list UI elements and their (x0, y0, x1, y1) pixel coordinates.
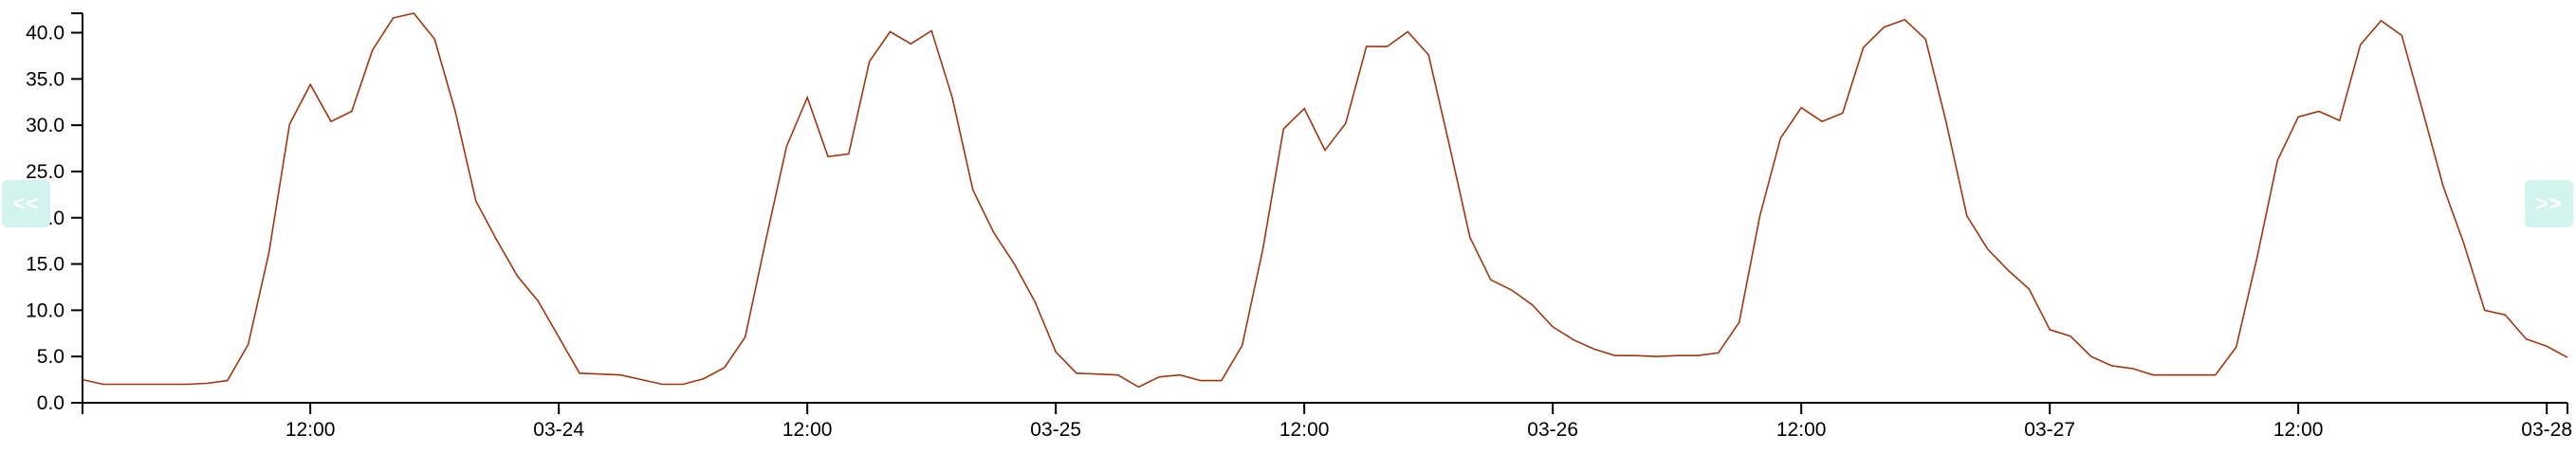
y-tick-label: 40.0 (26, 23, 64, 45)
x-tick-label: 12:00 (1776, 419, 1827, 441)
y-tick-label: 0.0 (37, 392, 64, 414)
next-page-button[interactable]: >> (2525, 180, 2573, 227)
x-tick-label: 03-25 (1030, 419, 1081, 441)
x-tick-label: 03-26 (1527, 419, 1578, 441)
x-tick-label: 12:00 (2273, 419, 2324, 441)
x-tick-label: 12:00 (1279, 419, 1330, 441)
y-tick-label: 25.0 (26, 161, 64, 183)
y-tick-label: 10.0 (26, 299, 64, 321)
x-tick-label: 03-28 (2521, 419, 2572, 441)
x-tick-label: 12:00 (285, 419, 336, 441)
y-tick-label: 30.0 (26, 115, 64, 136)
y-tick-label: 5.0 (37, 346, 64, 368)
y-tick-label: 15.0 (26, 254, 64, 276)
x-tick-label: 03-24 (533, 419, 584, 441)
previous-page-button[interactable]: << (2, 180, 50, 227)
series-line (82, 12, 2568, 389)
x-axis: 12:00 03-24 12:00 03-25 12:00 03-26 12:00 03-27… (82, 402, 2572, 441)
y-tick-label: 35.0 (26, 68, 64, 90)
x-tick-label: 12:00 (782, 419, 833, 441)
x-tick-label: 03-27 (2024, 419, 2075, 441)
